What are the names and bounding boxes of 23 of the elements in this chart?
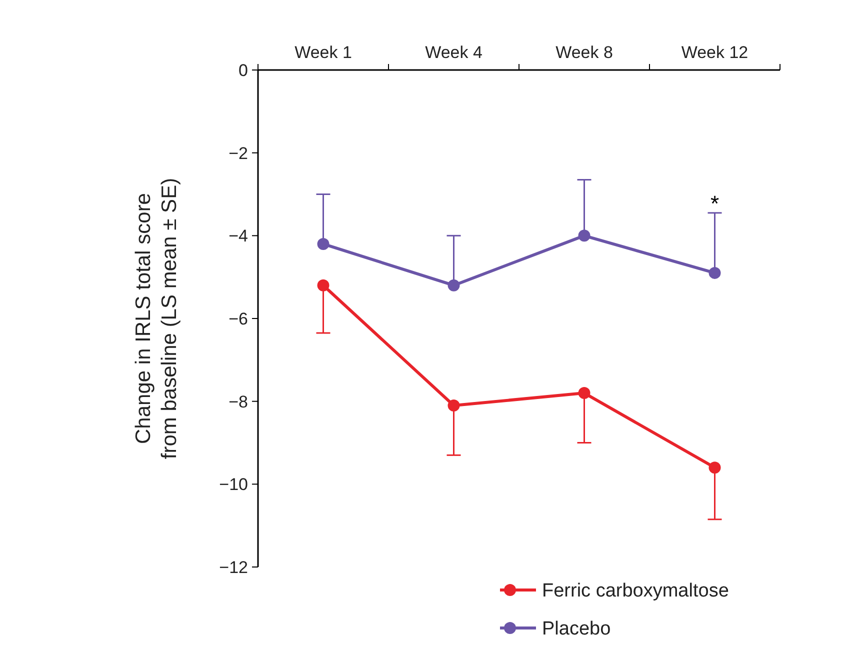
point [448, 399, 460, 412]
legend-label: Ferric carboxymaltose [542, 580, 729, 602]
point [578, 230, 590, 242]
x-tick-label: Week 1 [294, 43, 352, 62]
y-tick-label: −12 [219, 558, 248, 577]
y-tick-label: −4 [228, 226, 248, 246]
x-tick-label: Week 4 [425, 43, 482, 62]
annotation: * [710, 190, 720, 216]
y-axis-title: Change in IRLS total score from baseline (LS mean ± SE) [132, 178, 181, 460]
x-tick-label: Week 12 [681, 43, 748, 62]
y-tick-label: 0 [238, 60, 248, 80]
point [317, 279, 330, 292]
point [578, 387, 590, 400]
point [317, 238, 330, 250]
point [708, 266, 721, 279]
legend-label: Placebo [542, 618, 611, 640]
y-tick-label: −2 [228, 144, 248, 163]
y-tick-label: −6 [228, 309, 248, 328]
point [708, 462, 721, 474]
point [448, 279, 460, 292]
x-tick-label: Week 8 [556, 43, 613, 62]
y-tick-label: −8 [228, 392, 248, 412]
y-tick-label: −10 [219, 475, 248, 494]
